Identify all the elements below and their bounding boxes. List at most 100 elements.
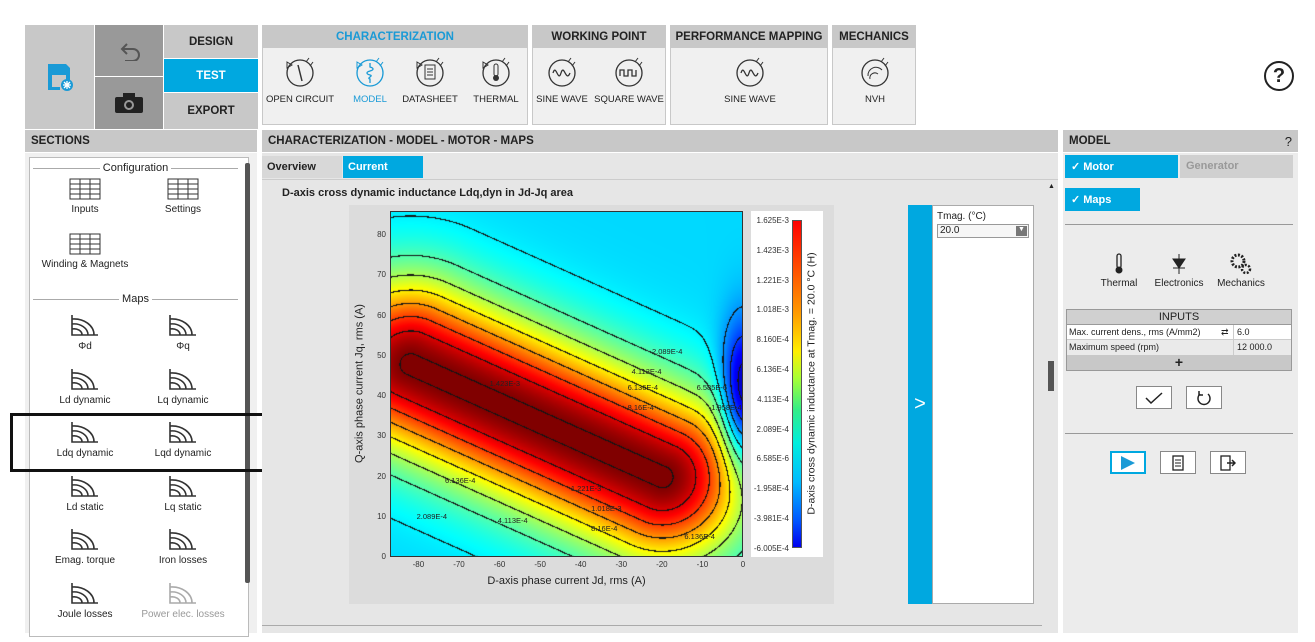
y-axis-label: Q-axis phase current Jq, rms (A) xyxy=(353,304,366,463)
contour-label: 6.136E-4 xyxy=(445,475,476,485)
map-item[interactable]: Ldq dynamic xyxy=(35,420,135,459)
x-tick-label: -20 xyxy=(656,560,668,569)
sections-scrollbar[interactable] xyxy=(245,163,250,583)
table-icon xyxy=(167,178,199,200)
mode-export[interactable]: EXPORT xyxy=(164,93,258,129)
table-icon xyxy=(69,233,101,255)
input-value[interactable]: 12 000.0 xyxy=(1233,340,1291,355)
map-curve-icon xyxy=(71,529,98,550)
mode-test[interactable]: TEST xyxy=(164,59,258,92)
section-item[interactable]: Inputs xyxy=(35,178,135,215)
x-tick-label: -50 xyxy=(534,560,546,569)
undo-button[interactable] xyxy=(95,25,163,76)
add-input-button[interactable]: + xyxy=(1067,355,1291,370)
section-item[interactable]: Settings xyxy=(133,178,233,215)
diode-icon xyxy=(1172,254,1186,274)
map-item[interactable]: Ld dynamic xyxy=(35,367,135,406)
map-item[interactable]: Lq static xyxy=(133,474,233,513)
map-item[interactable]: Iron losses xyxy=(133,527,233,566)
sections-panel: Configuration Inputs Settings Winding & Ma… xyxy=(25,153,257,637)
map-item[interactable]: Joule losses xyxy=(35,581,135,620)
input-row: Maximum speed (rpm) 12 000.0 xyxy=(1067,340,1291,355)
inputs-table: INPUTS Max. current dens., rms (A/mm2) ⇄ 6… xyxy=(1066,309,1292,371)
maps-toggle[interactable]: ✓ Maps xyxy=(1065,188,1140,211)
sine-wave-icon xyxy=(548,57,576,87)
mechanics-button[interactable]: Mechanics xyxy=(1211,253,1271,289)
map-curve-icon xyxy=(169,368,196,390)
expand-button[interactable]: > xyxy=(908,205,932,604)
mode-design[interactable]: DESIGN xyxy=(164,25,258,58)
colorbar-label: D-axis cross dynamic inductance at Tmag.… xyxy=(805,252,818,515)
contour-label: 6.585E-6 xyxy=(696,383,728,393)
contour-label: 4.113E-4 xyxy=(631,366,662,376)
model-panel: ✓ Motor Generator ✓ Maps Thermal Electro… xyxy=(1063,153,1298,633)
x-tick-label: -70 xyxy=(453,560,465,569)
map-item[interactable]: Emag. torque xyxy=(35,527,135,566)
main-scrollbar[interactable]: ▲ xyxy=(1048,183,1055,623)
colorbar xyxy=(792,220,802,548)
map-item[interactable]: Ld static xyxy=(35,474,135,513)
thermometer-icon xyxy=(482,57,510,87)
save-icon xyxy=(47,64,73,91)
x-tick-label: -80 xyxy=(412,560,425,569)
map-item[interactable]: Φq xyxy=(133,313,233,352)
contour-label: 2.089E-4 xyxy=(416,511,448,521)
reset-button[interactable] xyxy=(1186,386,1222,409)
tool-perf-sine-wave[interactable]: SINE WAVE xyxy=(715,56,785,105)
section-item[interactable]: Winding & Magnets xyxy=(35,233,135,270)
tab-current[interactable]: Current xyxy=(343,156,423,178)
colorbar-tick-label: -6.005E-4 xyxy=(753,543,789,553)
contour-label: 8.16E-4 xyxy=(591,523,618,533)
input-value[interactable]: 6.0 xyxy=(1233,325,1291,339)
chevron-down-icon: ▼ xyxy=(1016,226,1027,236)
tool-thermal[interactable]: THERMAL xyxy=(461,56,531,105)
y-tick-label: 70 xyxy=(377,270,386,280)
contour-label: 1.221E-3 xyxy=(570,483,602,493)
apply-button[interactable] xyxy=(1136,386,1172,409)
group-title: CHARACTERIZATION xyxy=(263,26,527,48)
tool-nvh[interactable]: NVH xyxy=(840,56,910,105)
tool-sine-wave[interactable]: SINE WAVE xyxy=(532,56,592,105)
help-button[interactable]: ? xyxy=(1264,61,1294,91)
tmag-select[interactable]: 20.0 ▼ xyxy=(937,224,1029,238)
heatmap xyxy=(390,211,743,557)
run-button[interactable] xyxy=(1110,451,1146,474)
sections-header: SECTIONS xyxy=(25,130,257,152)
table-icon xyxy=(69,178,101,200)
tool-model[interactable]: MODEL xyxy=(335,56,405,105)
y-tick-label: 20 xyxy=(377,471,386,481)
map-item[interactable]: Lqd dynamic xyxy=(133,420,233,459)
colorbar-tick-label: 2.089E-4 xyxy=(756,424,789,434)
colorbar-tick-label: 1.221E-3 xyxy=(756,275,789,285)
tool-open-circuit[interactable]: OPEN CIRCUIT xyxy=(265,56,335,105)
chart-title: D-axis cross dynamic inductance Ldq,dyn … xyxy=(282,187,573,199)
tool-square-wave[interactable]: SQUARE WAVE xyxy=(593,56,665,105)
report-button[interactable] xyxy=(1160,451,1196,474)
generator-toggle[interactable]: Generator xyxy=(1180,155,1293,178)
contour-label: 6.136E-4 xyxy=(684,531,715,541)
thermal-button[interactable]: Thermal xyxy=(1091,253,1147,289)
save-button[interactable] xyxy=(25,25,94,129)
electronics-button[interactable]: Electronics xyxy=(1149,253,1209,289)
tool-datasheet[interactable]: DATASHEET xyxy=(395,56,465,105)
colorbar-tick-label: 6.136E-4 xyxy=(756,365,789,374)
model-icon xyxy=(356,57,384,87)
map-item[interactable]: Power elec. losses xyxy=(133,581,233,620)
screenshot-button[interactable] xyxy=(95,77,163,129)
thermometer-icon xyxy=(1115,253,1123,274)
datasheet-icon xyxy=(416,57,444,87)
model-help-icon[interactable]: ? xyxy=(1284,133,1292,149)
export-button[interactable] xyxy=(1210,451,1246,474)
open-circuit-icon xyxy=(286,57,314,87)
colorbar-tick-label: -1.958E-4 xyxy=(753,484,789,494)
tab-overview[interactable]: Overview xyxy=(262,156,342,178)
tmag-label: Tmag. (°C) xyxy=(937,211,986,222)
link-icon[interactable]: ⇄ xyxy=(1221,327,1229,337)
nvh-icon xyxy=(861,57,889,87)
map-item[interactable]: Φd xyxy=(35,313,135,352)
document-icon xyxy=(1172,454,1184,471)
map-item[interactable]: Lq dynamic xyxy=(133,367,233,406)
colorbar-tick-label: 1.625E-3 xyxy=(756,216,789,225)
motor-toggle[interactable]: ✓ Motor xyxy=(1065,155,1178,178)
map-curve-icon xyxy=(169,422,196,443)
